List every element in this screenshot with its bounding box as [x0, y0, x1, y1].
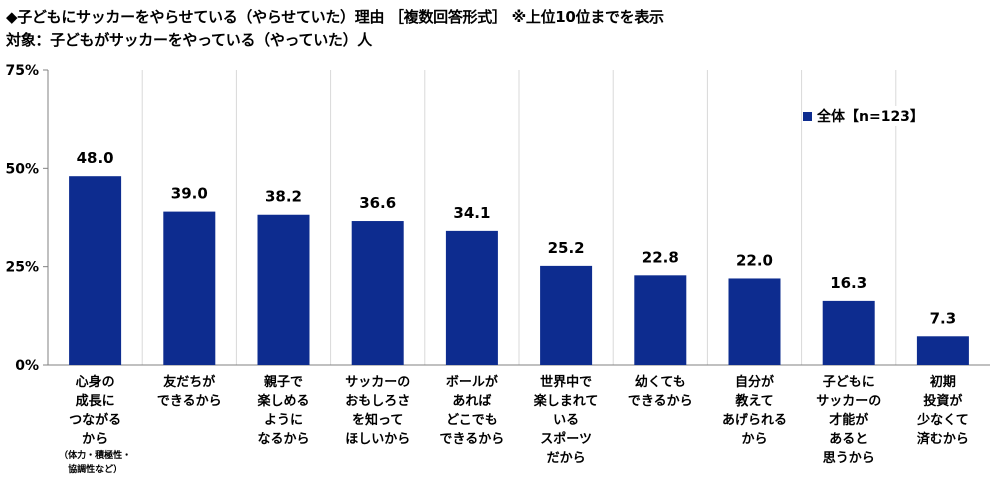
x-tick-label: 自分が — [735, 374, 774, 390]
x-tick-label: を知って — [352, 412, 403, 428]
x-tick-label: 思うから — [823, 451, 875, 466]
x-tick-label: なるから — [257, 432, 309, 447]
x-tick-label: 世界中で — [540, 374, 592, 390]
x-tick-label: あれば — [452, 394, 491, 409]
x-tick-label: おもしろさ — [345, 394, 410, 409]
bar — [69, 176, 122, 365]
y-tick-label: 25% — [5, 260, 39, 276]
x-tick-label: 心身の — [76, 374, 115, 390]
x-tick-label: サッカーの — [345, 375, 410, 390]
data-label: 38.2 — [265, 188, 302, 206]
y-tick-label: 50% — [5, 161, 39, 177]
legend-label: 全体【n=123】 — [817, 109, 924, 125]
x-tick-note: （体力・積極性・ — [59, 449, 131, 461]
x-tick-label: 初期 — [930, 374, 956, 390]
data-label: 34.1 — [453, 204, 490, 222]
y-tick-label: 75% — [5, 63, 39, 79]
data-label: 25.2 — [548, 239, 585, 257]
data-label: 7.3 — [930, 309, 957, 327]
x-tick-label: から — [741, 432, 767, 447]
bar — [822, 300, 875, 365]
x-tick-label: 幼くても — [635, 374, 686, 390]
bar — [540, 265, 593, 365]
data-label: 36.6 — [359, 194, 396, 212]
x-tick-label: から — [82, 432, 108, 447]
x-tick-label: スポーツ — [540, 431, 592, 447]
x-tick-label: サッカーの — [816, 394, 881, 409]
x-tick-label: 楽しめる — [256, 393, 309, 409]
x-tick-label: 投資が — [923, 393, 962, 409]
x-tick-label: 成長に — [76, 393, 115, 409]
x-tick-label: 教えて — [734, 393, 773, 409]
data-label: 39.0 — [171, 185, 208, 203]
bar — [728, 278, 781, 365]
data-label: 48.0 — [77, 149, 114, 167]
bar — [445, 230, 498, 365]
data-label: 22.0 — [736, 251, 773, 269]
x-tick-label: どこでも — [446, 413, 498, 428]
legend: 全体【n=123】 — [803, 106, 924, 126]
chart-title: ◆子どもにサッカーをやらせている（やらせていた）理由 ［複数回答形式］ ※上位1… — [6, 8, 664, 26]
x-tick-label: 親子で — [264, 374, 303, 390]
chart-subtitle: 対象：子どもがサッカーをやっている（やっていた）人 — [6, 31, 373, 49]
data-label: 22.8 — [642, 248, 679, 266]
x-tick-label: ボールが — [446, 374, 498, 390]
x-tick-label: できるから — [628, 394, 693, 409]
bar — [257, 214, 310, 365]
bar — [634, 275, 687, 365]
x-tick-label: できるから — [157, 394, 222, 409]
x-tick-label: だから — [547, 451, 586, 466]
x-tick-label: できるから — [440, 432, 505, 447]
x-tick-label: 楽しまれて — [533, 393, 599, 409]
x-tick-label: ように — [264, 413, 303, 428]
bar — [163, 211, 216, 365]
x-tick-label: 子どもに — [823, 375, 875, 390]
y-tick-label: 0% — [15, 358, 39, 374]
bar — [916, 336, 969, 365]
x-tick-label: いる — [553, 413, 579, 428]
bar — [351, 221, 404, 365]
x-tick-label: 才能が — [829, 412, 868, 428]
x-tick-label: 済むから — [917, 431, 969, 447]
x-tick-label: つながる — [69, 412, 121, 428]
x-tick-note: 協調性など） — [68, 463, 122, 475]
data-label: 16.3 — [830, 274, 867, 292]
legend-swatch — [803, 111, 812, 121]
x-tick-label: あげられる — [722, 412, 787, 428]
x-tick-label: あると — [829, 432, 868, 447]
x-tick-label: 友だちが — [163, 374, 215, 390]
x-tick-label: 少なくて — [916, 412, 969, 428]
x-tick-label: ほしいから — [345, 432, 410, 447]
